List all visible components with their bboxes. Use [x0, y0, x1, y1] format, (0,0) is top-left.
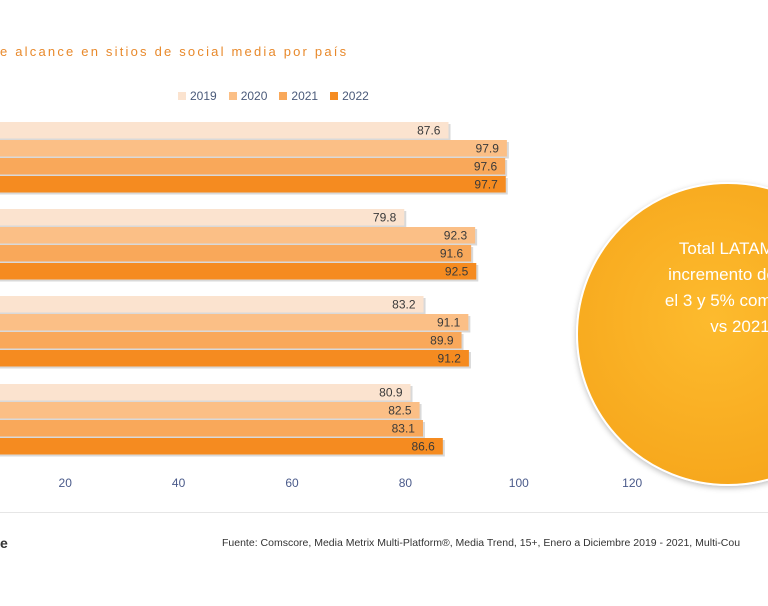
legend-label: 2022 [342, 89, 369, 103]
data-label: 91.1 [437, 316, 461, 330]
x-tick-label: 20 [59, 476, 73, 490]
x-tick-label: 60 [285, 476, 299, 490]
legend-swatch [178, 92, 186, 100]
data-label: 89.9 [430, 334, 454, 348]
data-label: 97.9 [476, 142, 500, 156]
legend-swatch [279, 92, 288, 100]
callout-text: Total LATAM tuv incremento de alca el 3 … [664, 239, 768, 336]
legend-item-2021: 2021 [279, 89, 318, 103]
data-label: 92.5 [445, 265, 469, 279]
bar-2021 [0, 332, 462, 349]
data-label: 86.6 [411, 440, 435, 454]
bar-2019 [0, 296, 424, 313]
legend-item-2022: 2022 [330, 89, 369, 103]
bar-2020 [0, 227, 476, 244]
x-tick-label: 80 [399, 476, 413, 490]
data-label: 83.2 [392, 298, 416, 312]
legend-item-2020: 2020 [228, 89, 268, 103]
data-label: 82.5 [388, 404, 412, 418]
bar-2019 [0, 122, 449, 139]
bar-2022 [0, 350, 469, 367]
bar-2020 [0, 402, 420, 419]
legend-label: 2019 [190, 89, 217, 103]
x-tick-label: 100 [509, 476, 529, 490]
x-tick-label: 40 [172, 476, 186, 490]
chart-legend: 2019 2020 2021 2022 [178, 89, 369, 103]
bar-2022 [0, 438, 443, 455]
bar-2022 [0, 263, 477, 280]
bar-2020 [0, 314, 469, 331]
legend-label: 2020 [240, 89, 268, 103]
footer-divider [0, 512, 768, 513]
data-label: 97.7 [474, 178, 498, 192]
bar-2019 [0, 384, 411, 401]
x-tick-label: 120 [622, 476, 642, 490]
data-label: 87.6 [417, 124, 441, 138]
data-label: 83.1 [392, 422, 416, 436]
bar-2022 [0, 176, 506, 193]
bar-2020 [0, 140, 507, 157]
brand-logo: e [0, 535, 8, 551]
bar-2021 [0, 420, 423, 437]
legend-label: 2021 [291, 89, 319, 103]
bar-2021 [0, 158, 506, 175]
bar-2021 [0, 245, 472, 262]
data-label: 92.3 [444, 229, 468, 243]
legend-swatch [330, 92, 339, 100]
chart-title: e alcance en sitios de social media por … [0, 44, 349, 59]
legend-item-2019: 2019 [178, 89, 217, 103]
data-label: 91.2 [438, 352, 462, 366]
data-label: 91.6 [440, 247, 464, 261]
legend-swatch [228, 92, 237, 100]
data-label: 80.9 [379, 386, 403, 400]
bar-2019 [0, 209, 405, 226]
source-note: Fuente: Comscore, Media Metrix Multi-Pla… [222, 537, 741, 549]
data-label: 79.8 [373, 211, 397, 225]
data-label: 97.6 [474, 160, 498, 174]
